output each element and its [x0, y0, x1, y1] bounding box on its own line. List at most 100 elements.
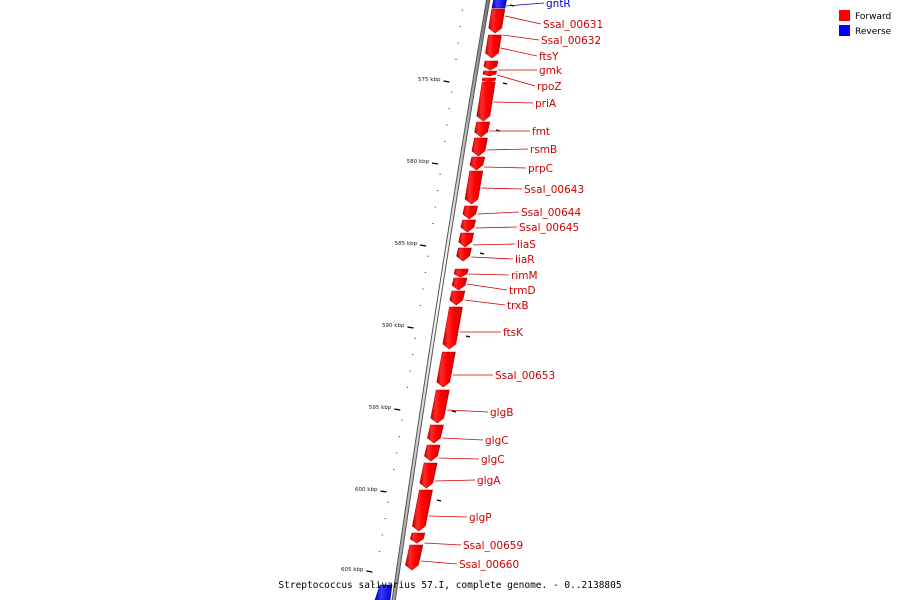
gene-label[interactable]: Ssal_00632 — [541, 35, 601, 47]
gene-arrow[interactable] — [449, 290, 466, 306]
gene-label[interactable]: Ssal_00653 — [495, 370, 555, 382]
gene-label[interactable]: priA — [535, 98, 557, 110]
gene-arrow[interactable] — [456, 247, 472, 262]
gene-label[interactable]: ftsY — [539, 51, 559, 63]
label-leader-line — [506, 2, 545, 7]
gene-label[interactable]: Ssal_00660 — [459, 559, 519, 571]
gene-arrow[interactable] — [453, 268, 469, 278]
gene-arrow[interactable] — [462, 205, 479, 220]
label-leader-line — [486, 148, 529, 151]
gene-arrow[interactable] — [483, 60, 499, 71]
gene-arrow[interactable] — [458, 232, 475, 248]
gene-arrow[interactable] — [464, 170, 484, 205]
gene-label[interactable]: liaS — [517, 239, 536, 251]
tick-label: 590 kbp — [382, 323, 405, 329]
gene-label[interactable]: glgB — [490, 407, 513, 419]
label-leader-line — [438, 457, 480, 460]
gene-label[interactable]: prpC — [528, 163, 553, 175]
feature-tick — [436, 499, 442, 502]
gene-label[interactable]: Ssal_00659 — [463, 540, 523, 552]
genome-backbone-highlight — [392, 0, 490, 600]
gene-arrow[interactable] — [436, 351, 456, 388]
legend-reverse-swatch — [839, 25, 850, 36]
gene-arrow[interactable] — [430, 389, 450, 424]
tick-label: 575 kbp — [418, 77, 441, 83]
label-leader-line — [466, 283, 508, 291]
gene-label[interactable]: glgP — [469, 512, 492, 524]
tick-label: 600 kbp — [355, 487, 378, 493]
tick-label: 595 kbp — [369, 405, 392, 411]
feature-tick — [502, 82, 508, 85]
major-tick — [431, 162, 439, 165]
gene-label[interactable]: glgC — [481, 454, 505, 466]
tick-label: 585 kbp — [395, 241, 418, 247]
gene-label[interactable]: Ssal_00643 — [524, 184, 584, 196]
gene-label[interactable]: fmt — [532, 126, 550, 138]
gene-label[interactable]: gmk — [539, 65, 563, 77]
gene-label[interactable]: ftsK — [503, 327, 524, 339]
genome-caption: Streptococcus salivarius 57.I, complete … — [278, 580, 621, 591]
gene-arrow[interactable] — [485, 34, 502, 59]
feature-tick — [465, 335, 471, 338]
gene-arrow[interactable] — [409, 532, 426, 544]
gene-arrow[interactable] — [482, 70, 498, 77]
label-leader-line — [424, 542, 462, 546]
label-leader-line — [502, 34, 540, 41]
label-leader-line — [475, 226, 518, 229]
label-leader-line — [471, 256, 514, 260]
label-leader-line — [472, 243, 516, 246]
label-leader-line — [481, 187, 523, 190]
tick-label: 580 kbp — [407, 159, 430, 165]
label-leader-line — [497, 74, 536, 87]
gene-track — [374, 0, 507, 600]
major-tick — [394, 408, 401, 411]
feature-tick — [479, 252, 485, 255]
gene-labels: gntR Ssal_00631 Ssal_00632 ftsY gmk rpoZ priA f… — [420, 0, 603, 571]
major-tick — [407, 326, 414, 329]
label-leader-line — [428, 515, 468, 518]
gene-arrow[interactable] — [405, 544, 424, 571]
gene-arrow[interactable] — [442, 306, 463, 350]
gene-label[interactable]: trmD — [509, 285, 536, 297]
label-leader-line — [464, 299, 506, 306]
gene-label[interactable]: trxB — [507, 300, 529, 312]
gene-label[interactable]: Ssal_00631 — [543, 19, 603, 31]
gene-label[interactable]: glgA — [477, 475, 501, 487]
gene-arrow[interactable] — [424, 444, 441, 462]
tick-label: 605 kbp — [341, 567, 364, 573]
gene-arrow[interactable] — [451, 277, 468, 291]
gene-arrow[interactable] — [488, 8, 506, 34]
label-leader-line — [468, 273, 510, 276]
gene-arrow[interactable] — [476, 81, 496, 122]
feature-tick — [451, 410, 457, 413]
gene-label[interactable]: gntR — [546, 0, 571, 10]
gene-label[interactable]: Ssal_00645 — [519, 222, 579, 234]
gene-arrow[interactable] — [469, 156, 486, 171]
label-leader-line — [484, 166, 527, 169]
gene-arrow[interactable] — [471, 137, 488, 157]
gene-label[interactable]: rimM — [511, 270, 538, 282]
gene-label[interactable]: Ssal_00644 — [521, 207, 581, 219]
gene-label[interactable]: liaR — [515, 254, 535, 266]
gene-arrow[interactable] — [374, 584, 393, 600]
legend: Forward Reverse — [839, 10, 892, 37]
gene-arrow[interactable] — [460, 219, 477, 233]
gene-arrow[interactable] — [412, 489, 433, 532]
gene-label[interactable]: glgC — [485, 435, 509, 447]
gene-arrow[interactable] — [481, 77, 497, 83]
gene-label[interactable]: rpoZ — [537, 81, 562, 93]
axis-ticks: 575 kbp 580 kbp 585 kbp 590 kbp 595 kbp 600 k… — [341, 4, 515, 585]
gene-label[interactable]: rsmB — [530, 144, 557, 156]
legend-forward-label: Forward — [855, 12, 891, 22]
label-leader-line — [420, 560, 458, 565]
gene-arrow[interactable] — [419, 462, 438, 489]
label-leader-line — [446, 409, 489, 413]
major-tick — [366, 570, 373, 573]
major-tick — [443, 80, 450, 83]
gene-arrow[interactable] — [491, 0, 507, 9]
gene-arrow[interactable] — [427, 424, 444, 444]
gene-arrow[interactable] — [474, 121, 491, 138]
label-leader-line — [477, 211, 520, 215]
legend-reverse-label: Reverse — [855, 27, 892, 37]
